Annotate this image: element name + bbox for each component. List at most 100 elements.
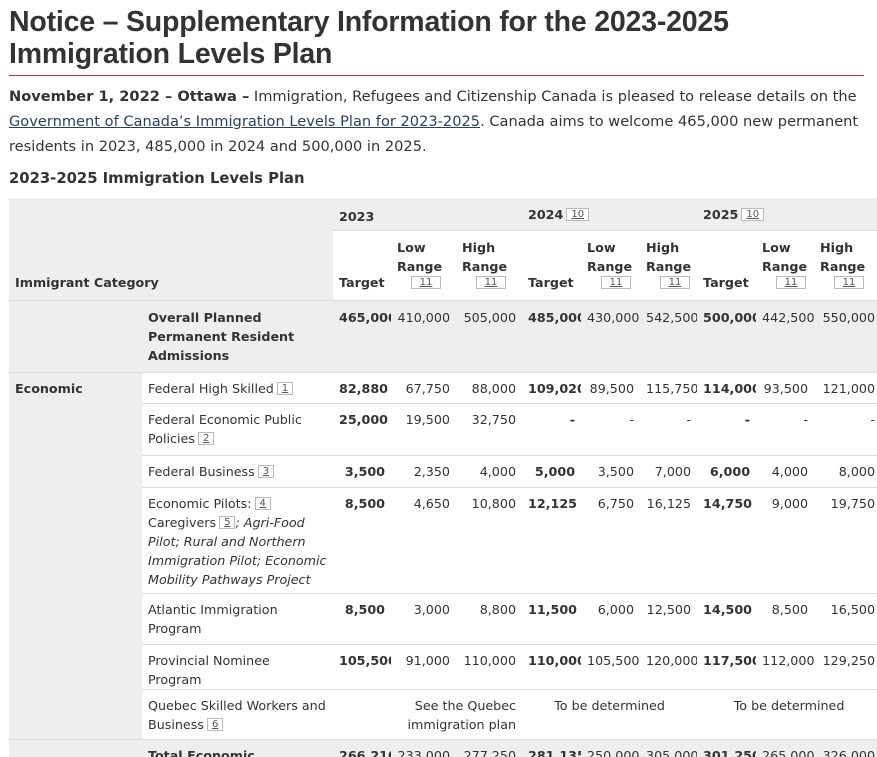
overall-2023-low: 410,000	[391, 299, 457, 372]
category-header: Immigrant Category	[15, 274, 159, 290]
high-range-header-2023: High Range 11	[456, 229, 523, 300]
footnote-3-link[interactable]: 3	[257, 464, 275, 478]
cell-value: 16,500	[814, 592, 877, 644]
cell-value: 88,000	[456, 371, 523, 403]
total-2025-target: 301,250	[697, 738, 757, 757]
high-range-header-2024: High Range 11	[640, 229, 698, 300]
cell-value: 9,000	[756, 486, 815, 593]
levels-plan-table: Immigrant Category 2023 2024 10 2025 10 Ta…	[9, 198, 877, 757]
intro-text-2: . Canada aims to welcome 465,000 new per…	[9, 113, 859, 155]
cell-value: 32,750	[456, 402, 523, 455]
overall-2024-high: 542,500	[640, 299, 698, 372]
total-label: Total Economic	[142, 738, 334, 757]
cell-value: 110,000	[456, 643, 523, 689]
year-header-row: Immigrant Category 2023 2024 10 2025 10	[9, 198, 877, 290]
total-2023-target: 266,210	[333, 738, 392, 757]
table-row: Atlantic Immigration Program 8,500 3,000…	[9, 592, 877, 644]
table-title: 2023-2025 Immigration Levels Plan	[9, 170, 305, 187]
cell-value: 120,000	[640, 643, 698, 689]
cell-value: 114,000	[697, 371, 757, 403]
table-row: Economic Pilots: 4 Caregivers 5; Agri-Food…	[9, 486, 877, 593]
footnote-10-link[interactable]: 10	[566, 208, 590, 221]
cell-value: 3,000	[391, 592, 457, 644]
total-row: Total Economic 266,210 233,000 277,250 2…	[9, 738, 877, 757]
overall-empty-cell	[9, 299, 142, 372]
year-header-2025: 2025 10	[697, 198, 877, 230]
total-2024-target: 281,135	[522, 738, 582, 757]
intro-paragraph: November 1, 2022 – Ottawa – Immigration,…	[9, 84, 859, 159]
footnote-11-link[interactable]: 11	[476, 275, 507, 289]
cell-value: 105,500	[581, 643, 641, 689]
footnote-10-link[interactable]: 10	[741, 208, 765, 221]
total-2024-low: 250,000	[581, 738, 641, 757]
quebec-2023-note: See the Quebec immigration plan	[333, 688, 523, 739]
cell-value: -	[697, 402, 757, 455]
footnote-4-link[interactable]: 4	[254, 496, 271, 510]
row-label: Atlantic Immigration Program	[142, 592, 334, 644]
overall-row: Overall Planned Permanent Resident Admis…	[9, 299, 877, 372]
target-header-2023: Target	[333, 229, 392, 300]
total-2023-low: 233,000	[391, 738, 457, 757]
cell-value: 19,750	[814, 486, 877, 593]
total-2024-high: 305,000	[640, 738, 698, 757]
cell-value: -	[581, 402, 641, 455]
row-label: Quebec Skilled Workers and Business 6	[142, 688, 334, 739]
row-label: Economic Pilots: 4 Caregivers 5; Agri-Food…	[142, 486, 334, 593]
overall-2023-high: 505,000	[456, 299, 523, 372]
footnote-11-link[interactable]: 11	[601, 275, 632, 289]
footnote-11-link[interactable]: 11	[834, 275, 865, 289]
footnote-11-link[interactable]: 11	[660, 275, 691, 289]
footnote-6-link[interactable]: 6	[206, 717, 224, 731]
cell-value: 3,500	[581, 454, 641, 487]
page-title: Notice – Supplementary Information for t…	[9, 6, 729, 70]
cell-value: -	[522, 402, 582, 455]
overall-label: Overall Planned Permanent Resident Admis…	[142, 299, 334, 372]
cell-value: 6,750	[581, 486, 641, 593]
footnote-2-link[interactable]: 2	[197, 431, 215, 445]
cell-value: 105,500	[333, 643, 392, 689]
target-header-2024: Target	[522, 229, 582, 300]
overall-2024-target: 485,000	[522, 299, 582, 372]
cell-value: 12,500	[640, 592, 698, 644]
cell-value: 89,500	[581, 371, 641, 403]
quebec-2025-note: To be determined	[697, 688, 877, 739]
intro-text-1: Immigration, Refugees and Citizenship Ca…	[249, 88, 857, 105]
cell-value: 8,000	[814, 454, 877, 487]
cell-value: 8,500	[333, 486, 392, 593]
cell-value: 93,500	[756, 371, 815, 403]
levels-plan-link[interactable]: Government of Canada’s Immigration Level…	[9, 113, 481, 130]
cell-value: 12,125	[522, 486, 582, 593]
footnote-11-link[interactable]: 11	[776, 275, 807, 289]
cell-value: -	[814, 402, 877, 455]
cell-value: 6,000	[697, 454, 757, 487]
cell-value: 115,750	[640, 371, 698, 403]
table-row: Federal Economic Public Policies 2 25,000…	[9, 402, 877, 455]
footnote-11-link[interactable]: 11	[411, 275, 442, 289]
total-2023-high: 277,250	[456, 738, 523, 757]
cell-value: 11,500	[522, 592, 582, 644]
year-header-2023: 2023	[339, 209, 375, 224]
cell-value: 4,000	[456, 454, 523, 487]
cell-value: -	[640, 402, 698, 455]
low-range-header-2024: Low Range 11	[581, 229, 641, 300]
quebec-2024-note: To be determined	[522, 688, 698, 739]
cell-value: 91,000	[391, 643, 457, 689]
row-label: Federal High Skilled 1	[142, 371, 334, 403]
footnote-1-link[interactable]: 1	[276, 381, 294, 395]
cell-value: 4,650	[391, 486, 457, 593]
year-header-2024: 2024 10	[522, 198, 697, 230]
cell-value: 10,800	[456, 486, 523, 593]
cell-value: 25,000	[333, 402, 392, 455]
cell-value: 2,350	[391, 454, 457, 487]
row-label: Federal Economic Public Policies 2	[142, 402, 334, 455]
table-row: Economic Federal High Skilled 1 82,880 67…	[9, 371, 877, 739]
target-header-2025: Target	[697, 229, 757, 300]
footnote-5-link[interactable]: 5	[219, 515, 236, 529]
high-range-header-2025: High Range 11	[814, 229, 877, 300]
cell-value: -	[756, 402, 815, 455]
cell-value: 6,000	[581, 592, 641, 644]
table-row: Federal Business 3 3,500 2,350 4,000 5,00…	[9, 454, 877, 487]
overall-2025-low: 442,500	[756, 299, 815, 372]
low-range-header-2025: Low Range 11	[756, 229, 815, 300]
